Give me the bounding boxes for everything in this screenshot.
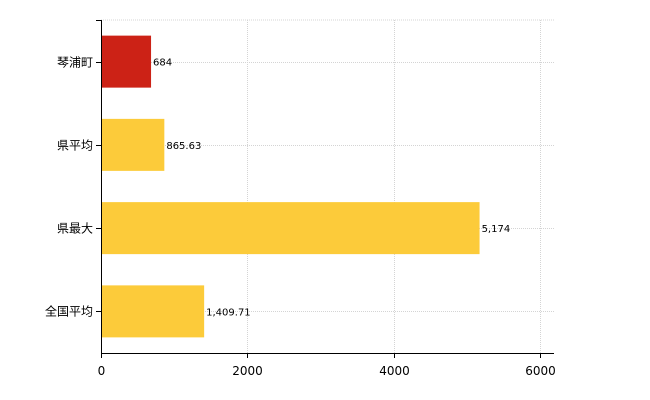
bars: [101, 35, 480, 338]
value-label-0: 684: [153, 58, 172, 69]
value-labels: 684 865.63 5,174 1,409.71: [153, 58, 510, 319]
value-label-2: 5,174: [482, 224, 511, 235]
y-tick-label-1: 県平均: [57, 139, 93, 153]
x-tick-label-2: 4000: [379, 364, 410, 378]
y-tick-label-0: 琴浦町: [57, 56, 93, 70]
bar-3: [101, 285, 205, 338]
y-tick-label-3: 全国平均: [45, 304, 93, 319]
axes: [96, 20, 554, 358]
value-label-1: 865.63: [166, 141, 201, 152]
x-tick-label-0: 0: [98, 364, 106, 378]
bar-0: [101, 35, 152, 88]
bar-1: [101, 118, 165, 171]
y-tick-label-2: 県最大: [57, 222, 93, 236]
x-tick-label-1: 2000: [232, 364, 263, 378]
x-tick-labels: 0 2000 4000 6000: [98, 364, 556, 378]
bar-2: [101, 202, 480, 255]
value-label-3: 1,409.71: [206, 307, 251, 318]
x-tick-label-3: 6000: [525, 364, 556, 378]
